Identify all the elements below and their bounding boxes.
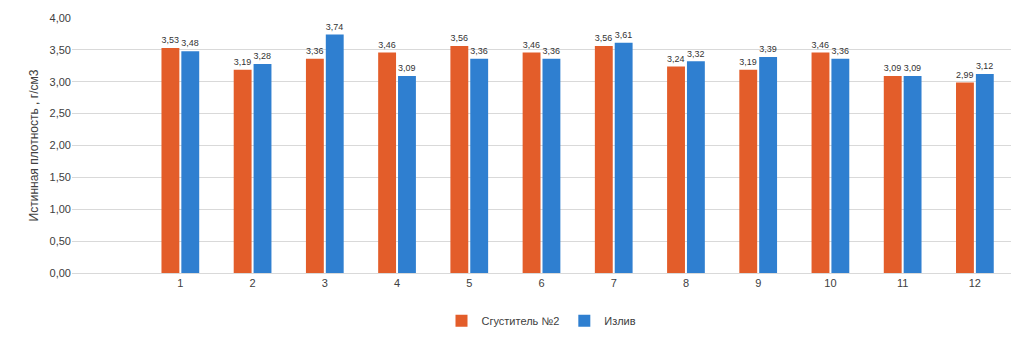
svg-text:3,56: 3,56: [450, 33, 467, 43]
svg-text:3,32: 3,32: [687, 49, 704, 59]
svg-text:7: 7: [611, 277, 617, 289]
svg-text:3,48: 3,48: [181, 38, 198, 48]
svg-text:1,50: 1,50: [50, 171, 71, 183]
svg-text:3,50: 3,50: [50, 44, 71, 56]
svg-text:3,36: 3,36: [831, 46, 848, 56]
svg-text:11: 11: [897, 277, 908, 289]
svg-text:2,99: 2,99: [956, 70, 973, 80]
svg-text:3,09: 3,09: [398, 63, 415, 73]
svg-text:3,19: 3,19: [234, 57, 251, 67]
svg-text:3,36: 3,36: [470, 46, 487, 56]
svg-text:2,50: 2,50: [50, 107, 71, 119]
svg-text:3,74: 3,74: [326, 22, 343, 32]
svg-text:12: 12: [969, 277, 981, 289]
svg-text:1: 1: [177, 277, 183, 289]
svg-text:3,24: 3,24: [667, 54, 684, 64]
svg-text:3,61: 3,61: [615, 30, 632, 40]
svg-text:0,50: 0,50: [50, 235, 71, 247]
svg-text:1,00: 1,00: [50, 203, 71, 215]
svg-text:3,09: 3,09: [904, 63, 921, 73]
svg-text:6: 6: [538, 277, 544, 289]
svg-text:3,46: 3,46: [378, 40, 395, 50]
svg-text:Излив: Излив: [604, 315, 635, 327]
svg-text:Истинная плотность , г/см3: Истинная плотность , г/см3: [27, 69, 41, 221]
svg-text:4: 4: [394, 277, 400, 289]
svg-text:8: 8: [683, 277, 689, 289]
svg-text:5: 5: [466, 277, 472, 289]
svg-text:3,53: 3,53: [161, 35, 178, 45]
svg-text:3,12: 3,12: [976, 61, 993, 71]
svg-text:9: 9: [755, 277, 761, 289]
svg-text:3,19: 3,19: [739, 57, 756, 67]
svg-text:3,39: 3,39: [759, 44, 776, 54]
svg-text:0,00: 0,00: [50, 267, 71, 279]
svg-text:3,36: 3,36: [543, 46, 560, 56]
svg-text:3,09: 3,09: [884, 63, 901, 73]
svg-text:4,00: 4,00: [50, 12, 71, 24]
svg-text:3,46: 3,46: [812, 40, 829, 50]
svg-text:2: 2: [250, 277, 256, 289]
svg-text:3: 3: [322, 277, 328, 289]
svg-text:3,36: 3,36: [306, 46, 323, 56]
svg-text:3,28: 3,28: [254, 51, 271, 61]
svg-text:3,46: 3,46: [523, 40, 540, 50]
svg-text:Сгуститель №2: Сгуститель №2: [482, 315, 560, 327]
svg-text:10: 10: [824, 277, 836, 289]
svg-text:2,00: 2,00: [50, 139, 71, 151]
svg-text:3,00: 3,00: [50, 76, 71, 88]
svg-text:3,56: 3,56: [595, 33, 612, 43]
